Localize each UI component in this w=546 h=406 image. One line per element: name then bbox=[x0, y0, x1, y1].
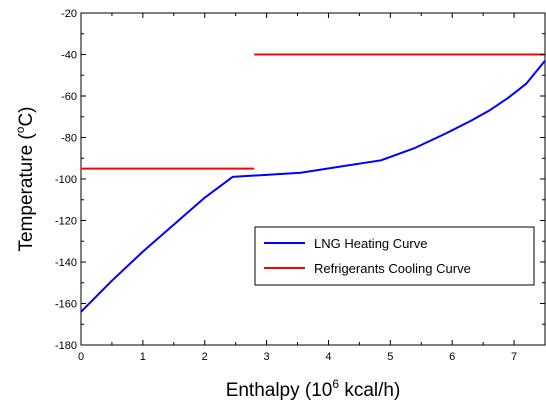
y-tick-label: -180 bbox=[55, 340, 77, 352]
x-axis-title: Enthalpy (106 kcal/h) bbox=[226, 377, 401, 401]
ticks-layer: 0 1 2 3 4 5 6 7 -180 -160 -140 -120 -100 -80 -60 -40 -20 bbox=[55, 8, 546, 363]
y-tick-label: -160 bbox=[55, 299, 77, 311]
x-tick-label: 7 bbox=[511, 351, 517, 363]
x-tick-label: 2 bbox=[202, 351, 208, 363]
y-tick-label: -80 bbox=[61, 133, 77, 145]
x-tick-label: 1 bbox=[140, 351, 146, 363]
x-tick-label: 3 bbox=[264, 351, 270, 363]
y-tick-label: -20 bbox=[61, 8, 77, 20]
plot-area bbox=[80, 12, 546, 346]
y-tick-label: -140 bbox=[55, 257, 77, 269]
y-tick-label: -40 bbox=[61, 50, 77, 62]
y-tick-label: -120 bbox=[55, 216, 77, 228]
y-axis-title: Temperature (oC) bbox=[13, 106, 37, 251]
x-tick-label: 6 bbox=[449, 351, 455, 363]
series-layer bbox=[80, 53, 546, 313]
x-tick-label: 0 bbox=[78, 351, 84, 363]
legend-box bbox=[254, 226, 535, 286]
legend: LNG Heating Curve Refrigerants Cooling C… bbox=[254, 226, 535, 286]
lng-heating-curve bbox=[80, 60, 546, 313]
x-tick-label: 5 bbox=[387, 351, 393, 363]
y-tick-label: -60 bbox=[61, 91, 77, 103]
x-tick-label: 4 bbox=[325, 351, 331, 363]
legend-label-lng: LNG Heating Curve bbox=[314, 236, 427, 251]
y-tick-label: -100 bbox=[55, 174, 77, 186]
legend-label-refrigerant: Refrigerants Cooling Curve bbox=[314, 261, 471, 276]
